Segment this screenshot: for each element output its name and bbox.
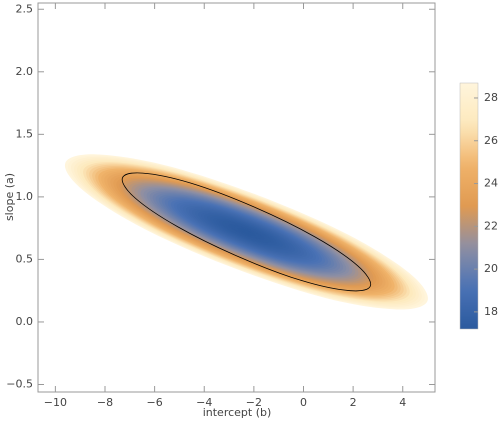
colorbar-tick-label: 20 [484, 262, 498, 275]
x-tick-label: 2 [350, 396, 357, 409]
y-tick-label: 0.0 [16, 315, 34, 328]
x-tick-label: 4 [399, 396, 406, 409]
x-tick-label: −10 [44, 396, 67, 409]
contour-line [121, 172, 372, 292]
x-tick-label: −8 [97, 396, 113, 409]
plot-frame [37, 2, 436, 393]
colorbar-tick-label: 26 [484, 134, 498, 147]
x-tick-label: −4 [196, 396, 212, 409]
x-axis-label: intercept (b) [203, 406, 272, 419]
x-tick-label: 0 [300, 396, 307, 409]
density-layer [243, 230, 250, 234]
y-tick-label: −0.5 [6, 377, 33, 390]
colorbar-tick-label: 24 [484, 177, 498, 190]
y-tick-label: 0.5 [16, 252, 34, 265]
x-tick-label: −2 [246, 396, 262, 409]
colorbar-tick-label: 22 [484, 219, 498, 232]
y-axis-label: slope (a) [3, 173, 16, 221]
y-tick-label: 1.5 [16, 127, 34, 140]
y-tick-label: 2.0 [16, 65, 34, 78]
colorbar-tick-label: 18 [484, 305, 498, 318]
x-tick-label: −6 [147, 396, 163, 409]
y-tick-label: 1.0 [16, 190, 34, 203]
colorbar-tick-label: 28 [484, 91, 498, 104]
colorbar [459, 82, 479, 330]
y-tick-label: 2.5 [16, 2, 34, 15]
